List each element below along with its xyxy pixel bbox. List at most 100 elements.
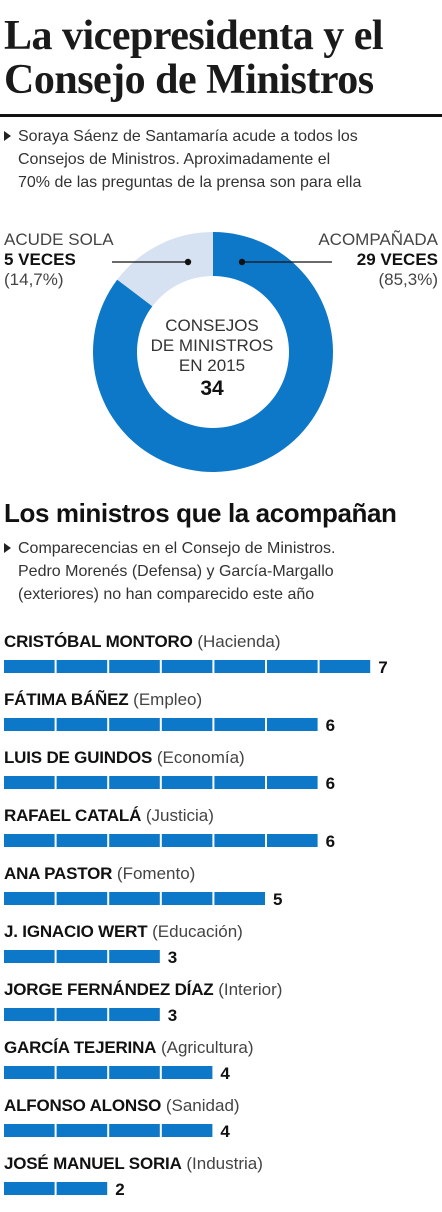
label-acompanada-pct: (85,3%) <box>378 270 438 289</box>
bar-segment <box>4 776 55 789</box>
bar-svg: 3 <box>4 1006 177 1025</box>
bar-segment <box>4 718 55 731</box>
intro-subtitle: Soraya Sáenz de Santamaría acude a todos… <box>4 125 440 194</box>
minister-department: (Sanidad) <box>161 1096 240 1115</box>
minister-name: ALFONSO ALONSO <box>4 1096 162 1115</box>
minister-department: (Interior) <box>213 980 283 999</box>
label-acude-sola-text: ACUDE SOLA <box>4 230 114 249</box>
bar-value-label: 2 <box>115 1180 124 1199</box>
triangle-bullet-icon <box>4 131 11 141</box>
section-subtitle-line-1: Comparecencias en el Consejo de Ministro… <box>18 540 336 557</box>
bar-value-label: 6 <box>326 832 335 851</box>
bar-value-label: 6 <box>326 716 335 735</box>
bar-segment <box>109 776 160 789</box>
bar-segment <box>319 660 371 673</box>
title-line-2: Consejo de Ministros <box>4 57 374 103</box>
acompanada-leader-dot <box>238 258 246 266</box>
bar-segment <box>161 892 213 905</box>
bar-label: ANA PASTOR (Fomento) <box>4 864 195 884</box>
bar-row: J. IGNACIO WERT (Educación) 3 <box>4 922 442 980</box>
bar-svg: 6 <box>4 832 335 851</box>
bar-segment <box>4 1008 55 1021</box>
bar-svg: 6 <box>4 716 335 735</box>
bar-segment <box>56 1182 108 1195</box>
bar-value-label: 3 <box>168 1006 177 1025</box>
label-acude-sola-pct: (14,7%) <box>4 270 64 289</box>
minister-name: J. IGNACIO WERT <box>4 922 148 941</box>
bar-segment <box>267 718 318 731</box>
bar-label: RAFAEL CATALÁ (Justicia) <box>4 806 214 826</box>
bar-svg: 5 <box>4 890 282 909</box>
bar-segment <box>214 834 265 847</box>
bar-row: RAFAEL CATALÁ (Justicia) 6 <box>4 806 442 864</box>
bar-svg: 6 <box>4 774 335 793</box>
donut-center-label: CONSEJOS DE MINISTROS EN 2015 34 <box>136 316 288 402</box>
minister-name: CRISTÓBAL MONTORO <box>4 632 193 651</box>
bar-svg: 7 <box>4 658 388 677</box>
label-acude-sola-value: 5 VECES <box>4 250 76 269</box>
bar-label: FÁTIMA BÁÑEZ (Empleo) <box>4 690 202 710</box>
minister-name: RAFAEL CATALÁ <box>4 806 142 825</box>
minister-department: (Economía) <box>152 748 245 767</box>
section-subtitle-line-3: (exteriores) no han comparecido este año <box>18 586 315 603</box>
donut-center-line-3: EN 2015 <box>178 356 246 375</box>
minister-name: GARCÍA TEJERINA <box>4 1038 157 1057</box>
bar-label: ALFONSO ALONSO (Sanidad) <box>4 1096 240 1116</box>
bar-segment <box>56 834 108 847</box>
bar-segment <box>4 1182 55 1195</box>
bar-segment <box>161 1066 213 1079</box>
minister-department: (Agricultura) <box>156 1038 254 1057</box>
intro-subtitle-line-2: Consejos de Ministros. Aproximadamente e… <box>18 151 331 168</box>
bar-segment <box>161 718 213 731</box>
bar-segment <box>161 660 213 673</box>
bar-segment <box>56 718 108 731</box>
minister-department: (Justicia) <box>141 806 214 825</box>
bar-value-label: 7 <box>378 658 387 677</box>
bar-segment <box>267 776 318 789</box>
bar-segment <box>161 1124 213 1137</box>
minister-name: FÁTIMA BÁÑEZ <box>4 690 129 709</box>
bar-segment <box>4 1066 55 1079</box>
intro-subtitle-line-1: Soraya Sáenz de Santamaría acude a todos… <box>18 128 358 145</box>
bar-value-label: 6 <box>326 774 335 793</box>
bar-row: GARCÍA TEJERINA (Agricultura) 4 <box>4 1038 442 1096</box>
bar-segment <box>56 776 108 789</box>
label-acompanada-value: 29 VECES <box>356 250 438 269</box>
bar-segment <box>161 776 213 789</box>
bar-value-label: 3 <box>168 948 177 967</box>
page-title: La vicepresidenta y el Consejo de Minist… <box>4 14 440 102</box>
bar-segment <box>214 776 265 789</box>
label-acude-sola: ACUDE SOLA 5 VECES (14,7%) <box>4 230 114 290</box>
minister-department: (Industria) <box>181 1154 263 1173</box>
label-acompanada-text: ACOMPAÑADA <box>318 230 438 249</box>
minister-department: (Fomento) <box>112 864 196 883</box>
bar-row: ANA PASTOR (Fomento) 5 <box>4 864 442 922</box>
bar-segment <box>109 660 160 673</box>
bar-segment <box>267 660 318 673</box>
bar-segment <box>109 834 160 847</box>
minister-name: LUIS DE GUINDOS <box>4 748 153 767</box>
bar-segment <box>267 834 318 847</box>
donut-slice-acude-sola <box>117 232 213 307</box>
donut-center-total: 34 <box>200 377 224 400</box>
bar-label: J. IGNACIO WERT (Educación) <box>4 922 243 942</box>
bar-segment <box>4 1124 55 1137</box>
bar-svg: 2 <box>4 1180 125 1199</box>
bar-row: ALFONSO ALONSO (Sanidad) 4 <box>4 1096 442 1154</box>
bar-segment <box>109 892 160 905</box>
bar-value-label: 4 <box>220 1122 230 1141</box>
bar-svg: 4 <box>4 1122 230 1141</box>
bar-segment <box>4 892 55 905</box>
minister-department: (Educación) <box>147 922 243 941</box>
bar-segment <box>109 1008 160 1021</box>
bar-segment <box>56 892 108 905</box>
donut-chart: ACUDE SOLA 5 VECES (14,7%) ACOMPAÑADA 29… <box>0 230 442 480</box>
section-title: Los ministros que la acompañan <box>4 498 397 528</box>
donut-center-line-1: CONSEJOS <box>165 316 259 335</box>
bar-segment <box>214 660 265 673</box>
donut-svg <box>93 232 334 472</box>
section-subtitle: Comparecencias en el Consejo de Ministro… <box>4 537 440 606</box>
bar-segment <box>56 660 108 673</box>
intro-subtitle-line-3: 70% de las preguntas de la prensa son pa… <box>18 174 362 191</box>
bar-label: JORGE FERNÁNDEZ DÍAZ (Interior) <box>4 980 282 1000</box>
